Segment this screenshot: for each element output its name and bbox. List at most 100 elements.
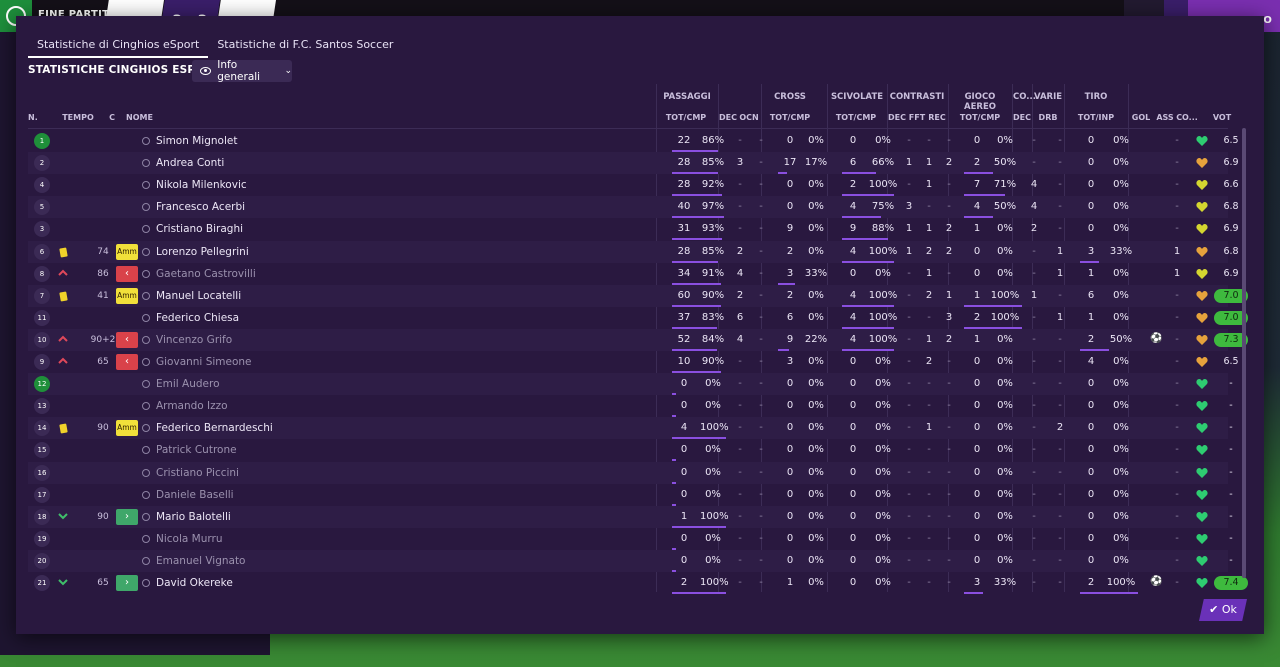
player-name[interactable]: Cristiano Piccini [156, 466, 239, 479]
shots-on-target: 33% [1109, 245, 1133, 257]
player-name[interactable]: David Okereke [156, 577, 233, 589]
player-name[interactable]: Nicola Murru [156, 532, 223, 545]
column-header-tiro_tot[interactable]: TOT/INP [1077, 113, 1115, 122]
player-name[interactable]: Simon Mignolet [156, 135, 238, 147]
table-row[interactable]: 9 65 ‹ Giovanni Simeone 10 90% - - 3 0% 0 0% - 2 - 0 0% -… [28, 351, 1239, 373]
table-row[interactable]: 2 Andrea Conti 28 85% 3-17 17% 6 66% 1 1 2 2 50% - -0 0… [28, 152, 1239, 175]
column-header-gol[interactable]: GOL [1131, 113, 1151, 122]
column-header-co_dec[interactable]: DEC [1013, 113, 1031, 122]
table-row[interactable]: 20 Emanuel Vignato 0 0% - - 0 0% 0 0% - - - 0 0% - - 0 0% -… [28, 549, 1233, 572]
table-row[interactable]: 4 Nikola Milenkovic 28 92% - -0 0% 2 100% -1-7 71%… [28, 174, 1239, 197]
player-name[interactable]: Cristiano Biraghi [156, 223, 244, 236]
passes-completion: 100% [700, 510, 729, 522]
table-row[interactable]: 3 Cristiano Biraghi 31 93% - -9 0% 9 88% 1 1 2 1 0% 2-… [28, 218, 1239, 241]
table-row[interactable]: 12 Emil Audero 0 0% - - 0 0% 0 0% - - - 0 0% - - 0 0% - - [28, 373, 1233, 396]
player-name[interactable]: Federico Bernardeschi [156, 422, 273, 435]
table-row[interactable]: 18 90 › Mario Balotelli 1 100% - -0 0% 0 0% - - -0 0% -… [28, 505, 1233, 528]
player-name[interactable]: Andrea Conti [156, 157, 225, 170]
table-row[interactable]: 10 90+2 ‹ Vincenzo Grifo 52 84% 4-9 22% 4 100% -1 2… [28, 328, 1248, 351]
table-row[interactable]: 21 65 › David Okereke 2 100% - -1 0% 0 0% - - -3 33% - -… [28, 572, 1248, 594]
table-row[interactable]: 17 Daniele Baselli 0 0% - - 0 0% 0 0% - - - 0 0% - - 0 0% -… [28, 484, 1233, 506]
column-header-cond[interactable]: CO... [1176, 113, 1198, 122]
table-row[interactable]: 7 41 Amm Manuel Locatelli 60 90% 2-2 0% 4 100% -2 1… [28, 284, 1248, 307]
column-header-pass_tot[interactable]: TOT/CMP [665, 113, 707, 122]
duels-recovered: 2 [945, 333, 953, 345]
duels-won: - [927, 378, 931, 390]
player-name[interactable]: Mario Balotelli [156, 510, 231, 523]
column-header-tempo[interactable]: TEMPO [62, 113, 94, 122]
group-header-co[interactable]: CO... [1013, 92, 1036, 102]
table-row[interactable]: 5 Francesco Acerbi 40 97% - - 0 0% 4 75% 3 - - 4 50% 4 -… [28, 196, 1239, 219]
passes-decisive: 2 [736, 245, 744, 257]
table-row[interactable]: 1 Simon Mignolet 22 86% - - 0 0% 0 0% - - - 0 0% - - 0 0% -… [28, 130, 1239, 152]
player-name[interactable]: Giovanni Simeone [156, 356, 252, 368]
player-name[interactable]: Emil Audero [156, 378, 220, 391]
dribbles: 2 [1056, 422, 1064, 434]
group-header-gioco_aereo[interactable]: GIOCO AEREO [964, 92, 996, 112]
aerial-completion: 0% [997, 532, 1013, 544]
player-name[interactable]: Francesco Acerbi [156, 201, 246, 214]
column-header-vot[interactable]: VOT [1212, 113, 1232, 122]
table-row[interactable]: 16 Cristiano Piccini 0 0% - - 0 0% 0 0% - - - 0 0% - - 0 0… [28, 461, 1233, 484]
player-name[interactable]: Nikola Milenkovic [156, 179, 247, 192]
group-header-scivolate[interactable]: SCIVOLATE [830, 92, 884, 102]
ok-button[interactable]: ✔ Ok [1199, 599, 1247, 621]
aerial-total: 0 [973, 400, 981, 412]
player-name[interactable]: Vincenzo Grifo [156, 333, 233, 346]
aerial-completion: 50% [993, 201, 1017, 213]
tab-home-stats[interactable]: Statistiche di Cinghios eSport [28, 34, 209, 58]
passes-completion: 90% [701, 356, 725, 367]
group-header-varie[interactable]: VARIE [1033, 92, 1063, 102]
view-select-value: Info generali [217, 59, 261, 83]
table-row[interactable]: 14 90 Amm Federico Bernardeschi 4 100% - -0 0% 0 0… [28, 417, 1233, 440]
column-header-aer_tot[interactable]: TOT/CMP [959, 113, 1001, 122]
column-header-n[interactable]: N. [28, 113, 38, 122]
column-header-con_fft[interactable]: FFT [908, 113, 926, 122]
column-header-pass_dec[interactable]: DEC [719, 113, 737, 122]
column-header-varie_drb[interactable]: DRB [1038, 113, 1058, 122]
column-header-nome[interactable]: NOME [126, 113, 153, 122]
column-header-sciv_tot[interactable]: TOT/CMP [835, 113, 877, 122]
table-row[interactable]: 11 Federico Chiesa 37 83% 6-6 0% 4 100% - -3 2 100%… [28, 307, 1248, 329]
view-select[interactable]: Info generali ⌄ [192, 59, 292, 83]
passes-chances: - [759, 378, 763, 390]
cross-bar [778, 282, 795, 285]
scrollbar[interactable] [1242, 128, 1246, 578]
group-header-tiro[interactable]: TIRO [1084, 92, 1108, 102]
player-name[interactable]: Manuel Locatelli [156, 289, 242, 302]
column-header-ass[interactable]: ASS [1156, 113, 1174, 122]
table-row[interactable]: 13 Armando Izzo 0 0% - - 0 0% 0 0% - - - 0 0% - - 0 0% - - [28, 395, 1233, 418]
player-name[interactable]: Federico Chiesa [156, 311, 240, 324]
column-header-c[interactable]: C [109, 113, 115, 122]
tab-away-stats[interactable]: Statistiche di F.C. Santos Soccer [217, 38, 394, 51]
column-header-con_dec[interactable]: DEC [888, 113, 906, 122]
minute-label: 41 [97, 290, 109, 301]
duels-won: - [927, 577, 931, 588]
table-row[interactable]: 6 74 Amm Lorenzo Pellegrini 28 85% 2-2 0% 4 100% 1… [28, 240, 1239, 263]
shirt-number: 2 [34, 155, 50, 172]
player-name[interactable]: Lorenzo Pellegrini [156, 245, 249, 258]
shots-total: 0 [1087, 532, 1095, 544]
rating-badge: - [1229, 554, 1233, 566]
column-header-cross_tot[interactable]: TOT/CMP [769, 113, 811, 122]
table-row[interactable]: 8 86 ‹ Gaetano Castrovilli 34 91% 4 - 3 33% 0 0% - 1 -… [28, 263, 1239, 285]
player-photo-icon [142, 225, 150, 234]
shots-total: 4 [1087, 356, 1095, 367]
player-name[interactable]: Armando Izzo [156, 400, 228, 413]
match-status-label: FINE PARTITA [38, 9, 117, 20]
group-header-contrasti[interactable]: CONTRASTI [889, 92, 945, 102]
player-name[interactable]: Patrick Cutrone [156, 444, 237, 457]
duels-decisive: - [907, 466, 911, 478]
group-header-cross[interactable]: CROSS [774, 92, 806, 102]
column-header-con_rec[interactable]: REC [928, 113, 946, 122]
player-name[interactable]: Daniele Baselli [156, 488, 234, 501]
player-name[interactable]: Emanuel Vignato [156, 554, 246, 567]
group-header-passaggi[interactable]: PASSAGGI [663, 92, 711, 102]
column-header-pass_ocn[interactable]: OCN [739, 113, 759, 122]
table-row[interactable]: 19 Nicola Murru 0 0% - - 0 0% 0 0% - - - 0 0% - - 0 0% - - [28, 528, 1233, 550]
passes-total: 0 [680, 466, 688, 478]
table-row[interactable]: 15 Patrick Cutrone 0 0% - - 0 0% 0 0% - - - 0 0% - - 0 0% -… [28, 439, 1233, 462]
player-name[interactable]: Gaetano Castrovilli [156, 267, 256, 280]
shots-bar [1080, 348, 1109, 351]
aerial-total: 1 [973, 289, 981, 301]
